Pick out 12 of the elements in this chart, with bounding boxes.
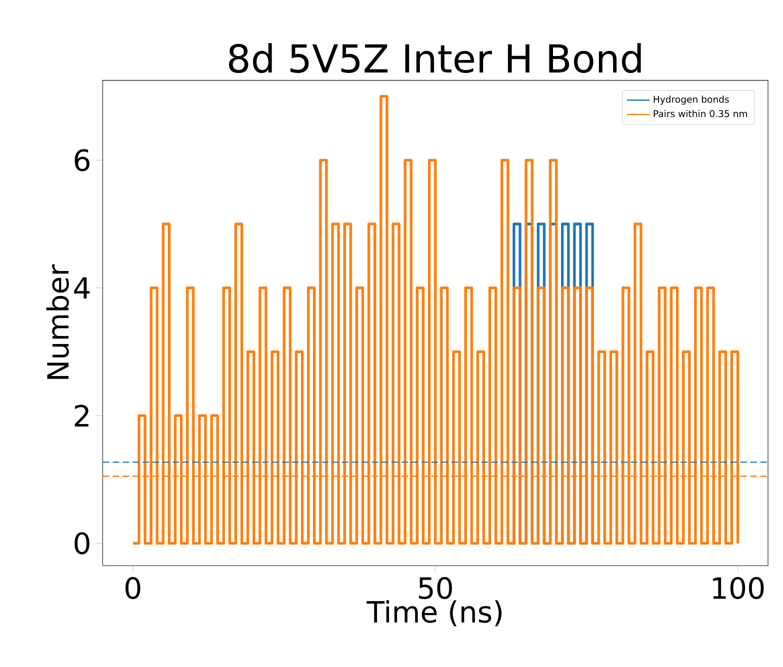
- legend-label: Pairs within 0.35 nm: [654, 110, 747, 118]
- chart-title: 8d 5V5Z Inter H Bond: [228, 43, 641, 73]
- x-tick-label: 50: [418, 577, 452, 600]
- y-tick-label: 4: [74, 277, 90, 299]
- x-tick-label: 0: [126, 577, 140, 600]
- y-tick-label: 6: [74, 149, 90, 172]
- x-axis-title: Time (ns): [366, 600, 502, 626]
- legend-label: Hydrogen bonds: [654, 96, 729, 105]
- y-tick-label: 0: [74, 532, 90, 554]
- x-tick-label: 100: [713, 577, 764, 600]
- y-axis-title: Number: [46, 264, 69, 379]
- y-tick-label: 2: [74, 404, 88, 426]
